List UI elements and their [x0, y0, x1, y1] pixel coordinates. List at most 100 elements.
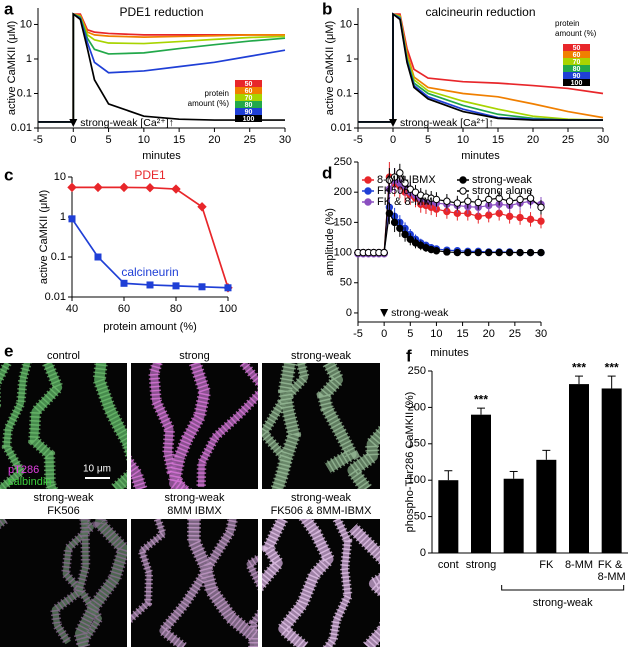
marker	[516, 248, 524, 257]
marker	[485, 195, 493, 204]
marker	[119, 182, 129, 193]
micrograph-label: strong-weak	[34, 492, 94, 504]
x-tick-label: 10	[138, 134, 150, 146]
significance: ***	[572, 360, 586, 374]
scale-bar-label: 10 μm	[83, 464, 111, 475]
dendrite-speckle	[270, 363, 302, 489]
dendrite	[197, 363, 258, 488]
x-tick-label: 20	[483, 328, 495, 340]
x-tick-label: 30	[279, 134, 291, 146]
micrograph-label: strong-weak	[165, 492, 225, 504]
legend-label: 8-MM-IBMX	[377, 174, 436, 186]
dendrite-speckle	[73, 519, 127, 647]
y-tick-label: 0.01	[331, 122, 352, 134]
micrograph-label: FK506	[47, 505, 79, 517]
marker	[146, 281, 154, 289]
x-tick-label: 15	[456, 328, 468, 340]
marker	[406, 235, 414, 243]
marker	[145, 182, 155, 193]
legend-marker	[364, 187, 372, 195]
dendrite	[51, 519, 89, 645]
x-tick-label: 0	[390, 134, 396, 146]
marker	[443, 197, 451, 205]
dendrite	[131, 519, 166, 622]
legend-title: protein	[205, 89, 229, 98]
bar	[601, 388, 622, 553]
y-tick-label: 1	[60, 211, 66, 223]
marker	[390, 173, 399, 181]
marker	[526, 194, 535, 202]
y-axis-label: phospho-Thr286 CaMKII (%)	[404, 392, 416, 533]
legend-swatch	[235, 80, 262, 87]
legend-swatch	[563, 79, 590, 86]
y-tick-label: 100	[334, 246, 352, 258]
y-tick-label: 0	[346, 307, 352, 319]
panel-label: b	[322, 0, 332, 18]
x-tick-label: 40	[66, 303, 78, 315]
legend-marker	[459, 176, 467, 184]
x-tick-label: 80	[170, 303, 182, 315]
x-tick-label: 10	[457, 134, 469, 146]
significance: ***	[605, 360, 619, 374]
y-tick-label: 0.01	[45, 291, 66, 303]
x-tick-label: 60	[118, 303, 130, 315]
legend-marker	[364, 176, 372, 184]
legend-label: 50	[245, 81, 253, 88]
x-tick-label: strong	[466, 559, 497, 571]
marker	[443, 248, 451, 256]
x-tick-label: 0	[381, 328, 387, 340]
marker	[505, 212, 514, 221]
legend-title: amount (%)	[555, 29, 597, 38]
dendrite-speckle	[166, 363, 212, 489]
x-tick-label: 15	[492, 134, 504, 146]
dendrite-speckle	[322, 519, 353, 647]
marker	[453, 199, 462, 207]
marker	[537, 203, 545, 211]
x-tick-label: FK	[539, 559, 554, 571]
legend-swatch	[235, 94, 262, 101]
micrograph	[131, 519, 258, 647]
micrograph-label: FK506 & 8MM-IBMX	[271, 505, 373, 517]
x-tick-label: 100	[219, 303, 237, 315]
y-tick-label: 0.1	[17, 87, 32, 99]
y-tick-label: 0.1	[51, 251, 66, 263]
chart-title: calcineurin reduction	[425, 5, 535, 19]
micrograph	[0, 363, 127, 489]
micrograph-label: strong-weak	[291, 492, 351, 504]
marker	[474, 248, 482, 257]
legend-swatch	[563, 58, 590, 65]
x-tick-label: 0	[70, 134, 76, 146]
dendrite-speckle	[243, 553, 258, 647]
bar	[536, 459, 557, 553]
y-tick-label: 200	[408, 401, 426, 413]
significance: ***	[474, 392, 488, 406]
panel-label: f	[406, 346, 412, 365]
legend-label: 90	[245, 109, 253, 116]
marker	[485, 211, 493, 219]
marker	[485, 248, 493, 257]
legend-swatch	[563, 72, 590, 79]
dendrite-speckle	[92, 363, 127, 489]
annotation: strong-weak [Ca²⁺]↑	[80, 117, 174, 129]
dendrite	[62, 519, 102, 647]
dendrite	[347, 426, 380, 489]
micrograph	[0, 519, 127, 647]
x-tick-label: 5	[106, 134, 112, 146]
y-tick-label: 10	[54, 171, 66, 183]
bar	[438, 480, 459, 553]
y-tick-label: 250	[334, 156, 352, 168]
x-tick-label: 5	[407, 328, 413, 340]
annotation: strong-weak	[391, 307, 449, 319]
dendrite-speckle	[262, 519, 288, 593]
y-tick-label: 1	[346, 53, 352, 65]
legend-label: strong alone	[472, 185, 533, 197]
x-tick-label: 25	[244, 134, 256, 146]
series-label: PDE1	[134, 168, 166, 182]
stain-label: calbindin	[8, 476, 51, 488]
legend-label: 70	[573, 59, 581, 66]
marker	[464, 197, 472, 205]
x-tick-label: 20	[527, 134, 539, 146]
legend-title: amount (%)	[188, 99, 230, 108]
marker	[537, 217, 545, 225]
marker	[495, 248, 503, 257]
